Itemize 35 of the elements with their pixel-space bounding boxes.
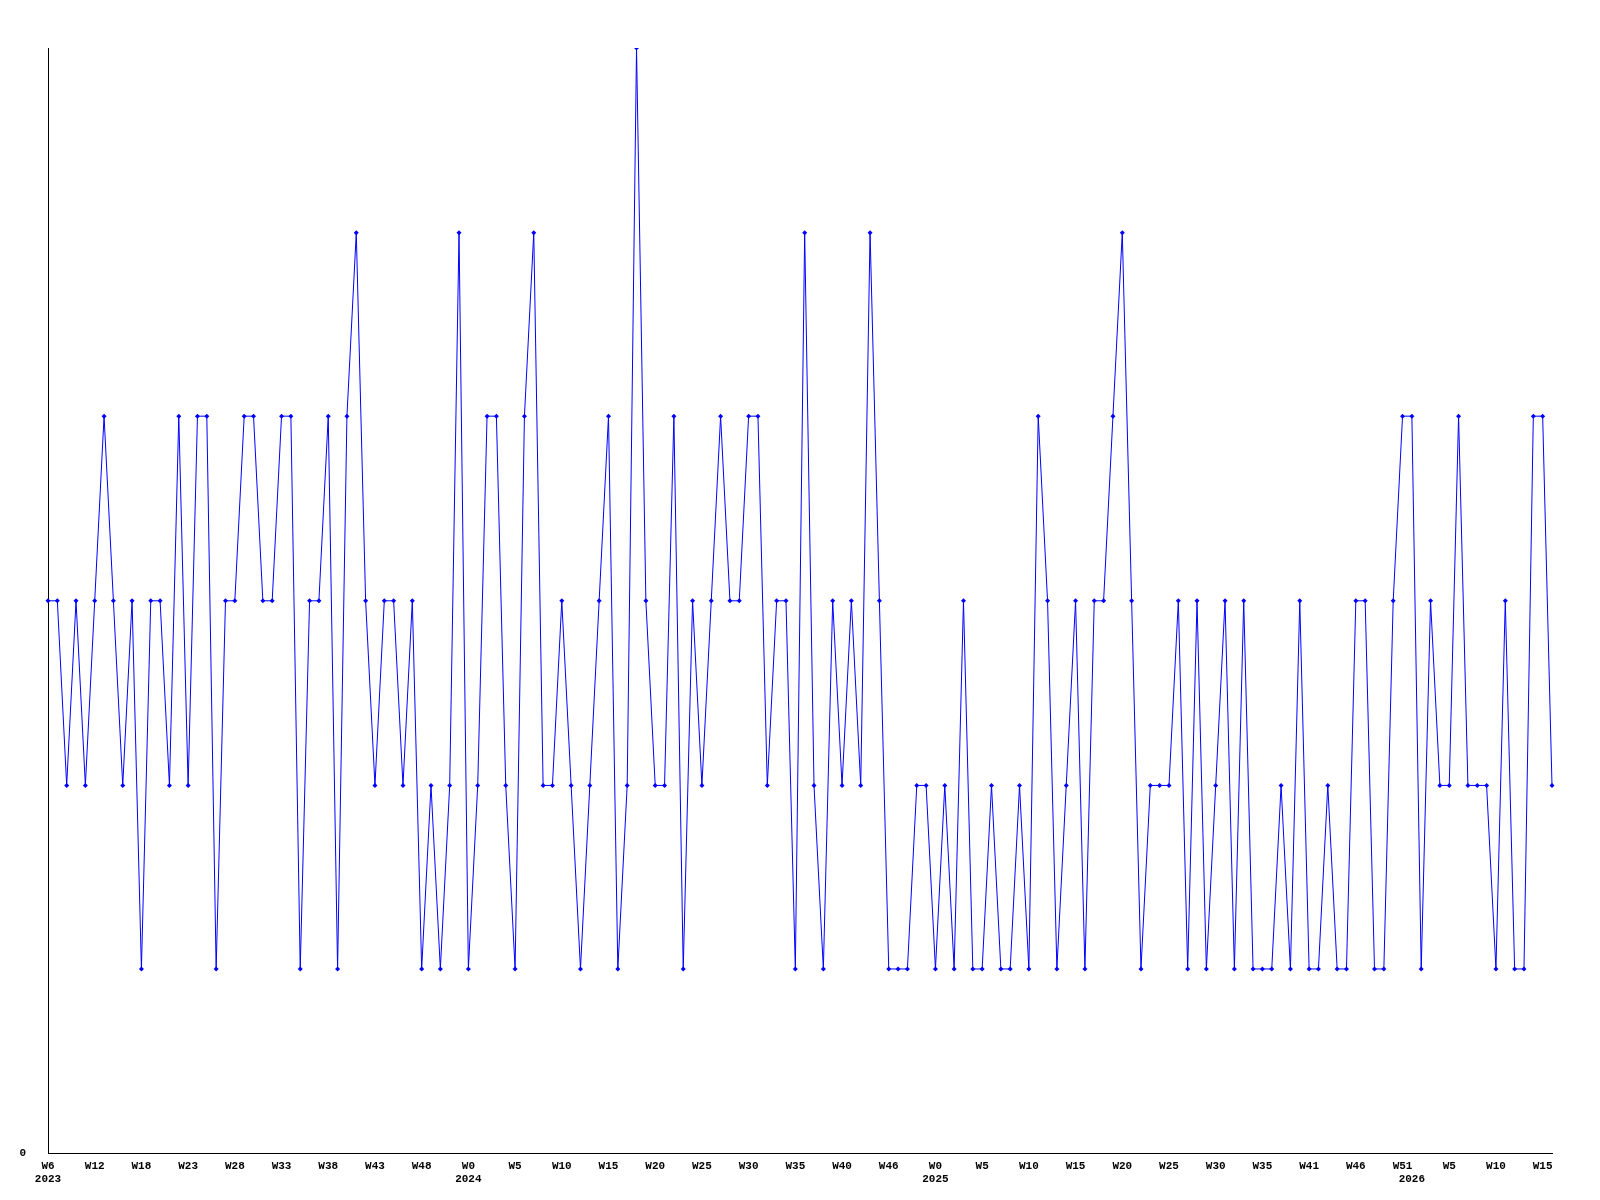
x-tick-label: W41 [1299,1159,1320,1172]
x-tick-label: W20 [1112,1159,1133,1172]
x-tick-label: W40 [832,1159,852,1172]
x-tick-label: W48 [411,1159,432,1172]
x-tick-label: W20 [645,1159,666,1172]
x-tick-label: W30 [738,1159,759,1172]
x-tick-label: W35 [785,1159,806,1172]
x-tick-label: W35 [1252,1159,1273,1172]
x-tick-label: W23 [178,1159,199,1172]
x-tick-label: W15 [598,1159,619,1172]
x-tick-label: W33 [271,1159,292,1172]
x-tick-label: W5 [508,1159,523,1172]
x-tick-label: W46 [1345,1159,1366,1172]
x-tick-label: W51 [1392,1159,1413,1172]
x-tick-label: W25 [692,1159,713,1172]
x-tick-label: W18 [131,1159,152,1172]
x-tick-label: W43 [365,1159,386,1172]
x-tick-label: W10 [1486,1159,1506,1172]
x-tick-label: W15 [1532,1159,1553,1172]
x-tick-label: 2026 [1398,1173,1426,1186]
x-tick-label: W5 [1442,1159,1457,1172]
x-tick-label: W38 [318,1159,339,1172]
x-tick-label: W0 2025 [922,1159,950,1186]
x-tick-label: W10 [1018,1159,1039,1172]
x-tick-label: W30 [1205,1159,1226,1172]
x-tick-label: W10 [551,1159,572,1172]
x-tick-label: W6 2023 [34,1159,62,1186]
x-tick-label: W15 [1065,1159,1086,1172]
x-tick-label: W0 2024 [455,1159,482,1186]
x-tick-label: W25 [1159,1159,1180,1172]
x-tick-label: W28 [224,1159,246,1172]
x-tick-label: W12 [84,1159,105,1172]
x-tick-label: W46 [878,1159,899,1172]
x-tick-label: W5 [975,1159,990,1172]
text: 0 [19,1147,26,1160]
